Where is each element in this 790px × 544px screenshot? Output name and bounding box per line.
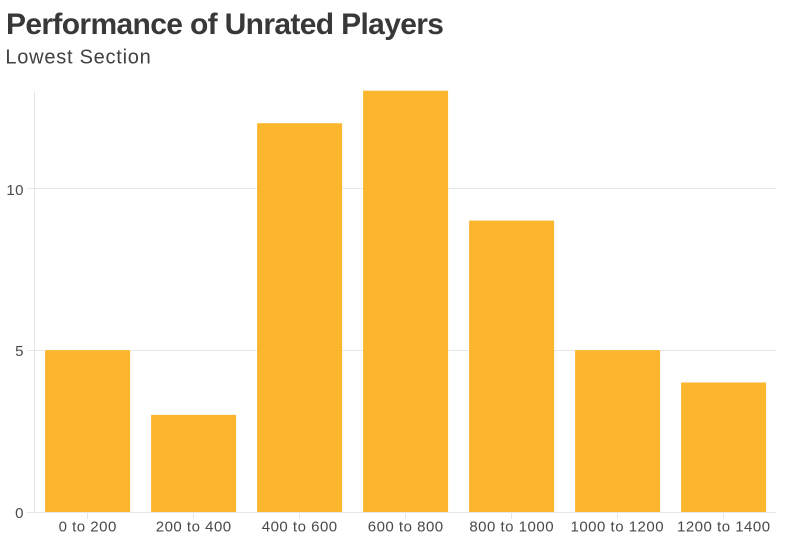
svg-text:800 to 1000: 800 to 1000 bbox=[469, 519, 554, 536]
svg-text:1000 to 1200: 1000 to 1200 bbox=[571, 519, 665, 536]
svg-text:0 to 200: 0 to 200 bbox=[59, 519, 117, 536]
svg-text:600 to 800: 600 to 800 bbox=[368, 519, 444, 536]
svg-text:Performance of Unrated Players: Performance of Unrated Players bbox=[6, 8, 443, 41]
svg-text:1200 to 1400: 1200 to 1400 bbox=[677, 519, 771, 536]
svg-text:10: 10 bbox=[6, 182, 24, 199]
svg-text:200 to 400: 200 to 400 bbox=[156, 519, 232, 536]
svg-text:Lowest Section: Lowest Section bbox=[5, 47, 151, 69]
svg-text:0: 0 bbox=[15, 505, 24, 522]
svg-text:400 to 600: 400 to 600 bbox=[262, 519, 338, 536]
svg-text:5: 5 bbox=[15, 343, 24, 360]
